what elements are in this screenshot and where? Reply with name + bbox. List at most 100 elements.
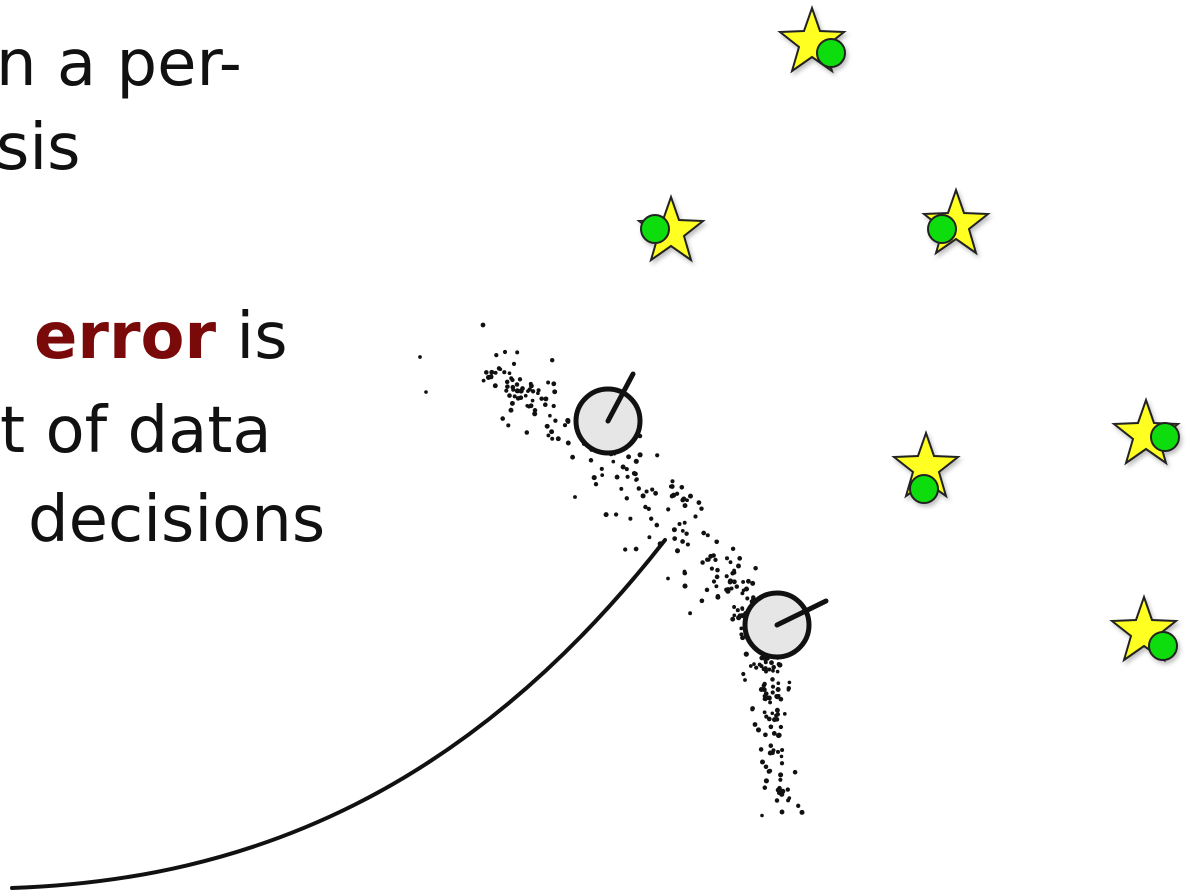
particle-dot	[524, 430, 530, 435]
particle-dot	[603, 512, 609, 518]
particle-dot	[682, 520, 687, 525]
particle-dot	[763, 657, 768, 662]
particle-dot	[739, 626, 744, 631]
particle-dot	[636, 486, 642, 491]
particle-dot	[768, 700, 773, 705]
particle-dot	[494, 352, 499, 358]
particle-dot	[688, 611, 693, 616]
particle-dot	[775, 749, 781, 754]
particle-dot	[543, 396, 549, 402]
particle-dot	[734, 584, 740, 589]
particle-dot	[760, 759, 765, 765]
particle-dot	[705, 533, 710, 538]
particle-dot	[511, 361, 517, 367]
particle-dot	[770, 684, 776, 689]
particle-dot	[623, 547, 628, 552]
particle-dot	[701, 530, 707, 536]
particle-dot	[670, 479, 675, 484]
particle-dot	[669, 484, 675, 489]
particle-cloud	[418, 322, 805, 818]
particle-dot	[628, 516, 633, 521]
particle-dot	[750, 707, 755, 712]
particle-dot	[650, 487, 655, 492]
particle-dot	[591, 475, 597, 481]
particle-dot	[685, 542, 690, 547]
particle-dot	[633, 471, 638, 477]
particle-dot	[562, 423, 568, 428]
particle-dot	[740, 591, 745, 596]
particle-dot	[743, 651, 749, 657]
particle-dot	[647, 535, 652, 540]
particle-dot	[764, 714, 769, 719]
particle-dot	[551, 381, 557, 387]
landmark-3	[923, 189, 989, 254]
particle-dot	[746, 578, 751, 584]
particle-dot	[693, 514, 698, 519]
particle-dot	[767, 667, 772, 672]
particle-dot	[714, 584, 719, 589]
particle-dot	[544, 423, 550, 429]
robot-pose-1	[573, 371, 643, 456]
text-line-3-rest: is	[216, 300, 288, 374]
particle-dot	[770, 750, 775, 756]
particle-dot	[754, 665, 759, 670]
particle-dot	[646, 506, 651, 512]
particle-dot	[714, 574, 720, 580]
particle-dot	[741, 579, 746, 584]
particle-dot	[776, 681, 781, 686]
particle-dot	[778, 777, 783, 782]
particle-dot	[777, 662, 783, 668]
landmark-4	[893, 432, 959, 504]
particle-dot	[599, 466, 604, 471]
particle-dot	[740, 606, 745, 611]
particle-dot	[525, 403, 530, 408]
particle-dot	[502, 370, 507, 375]
particle-dot	[666, 576, 670, 581]
particle-dot	[711, 579, 717, 584]
text-line-2: sis	[0, 111, 81, 185]
particle-dot	[624, 467, 629, 472]
particle-dot	[510, 377, 515, 383]
green-dot-icon	[909, 474, 939, 504]
particle-dot	[760, 813, 764, 818]
particle-dot	[674, 491, 680, 496]
particle-dot	[776, 733, 781, 739]
particle-dot	[688, 493, 693, 499]
particle-dot	[765, 696, 769, 701]
particle-dot	[753, 565, 758, 571]
particle-dot	[527, 387, 532, 392]
particle-dot	[625, 474, 630, 479]
particle-dot	[727, 579, 733, 585]
text-line-3: error is	[34, 305, 288, 369]
particle-dot	[779, 754, 784, 759]
particle-dot	[523, 393, 528, 398]
particle-dot	[741, 588, 746, 593]
particle-dot	[752, 662, 756, 666]
particle-dot	[530, 398, 535, 403]
green-dot-icon	[927, 214, 957, 244]
particle-dot	[724, 556, 730, 561]
particle-dot	[762, 681, 767, 687]
particle-dot	[774, 717, 780, 722]
robot-pose-2	[742, 590, 829, 660]
particle-dot	[679, 484, 685, 490]
particle-dot	[506, 423, 511, 428]
particle-dot	[774, 707, 780, 713]
particle-dot	[518, 395, 524, 401]
particle-dot	[750, 580, 756, 586]
particle-dot	[779, 761, 785, 766]
particle-dot	[775, 669, 780, 674]
particle-dot	[528, 383, 534, 389]
landmark-6	[1111, 596, 1178, 661]
particle-dot	[778, 724, 784, 730]
particle-dot	[743, 678, 747, 682]
particle-dot	[539, 396, 544, 401]
text-line-5: decisions	[28, 483, 326, 557]
particle-dot	[492, 383, 498, 389]
particle-dot	[672, 536, 678, 541]
particle-dot	[484, 370, 489, 375]
particle-dot	[732, 568, 737, 573]
particle-dot	[774, 798, 780, 803]
particle-dot	[732, 613, 737, 618]
particle-dot	[424, 390, 428, 394]
